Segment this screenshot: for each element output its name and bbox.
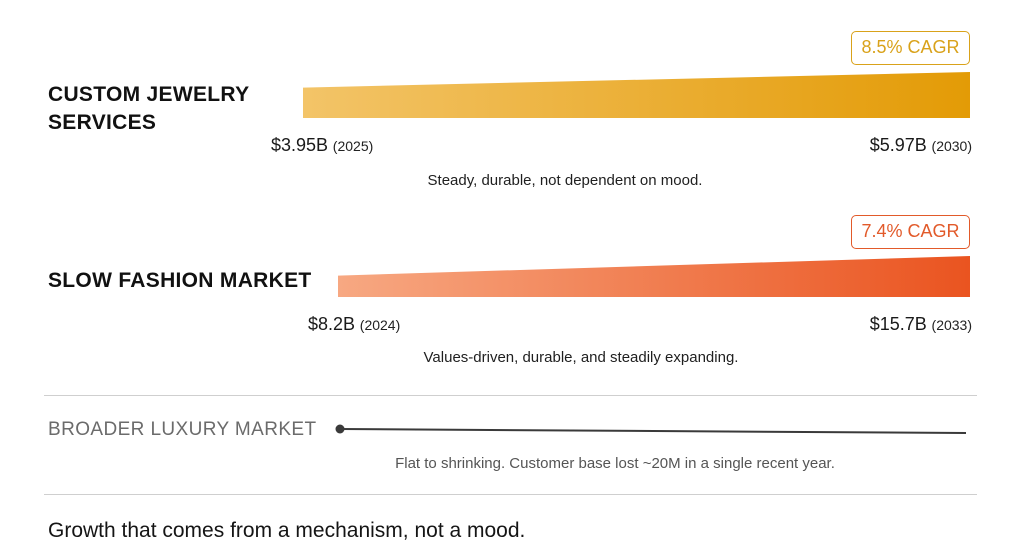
- custom-jewelry-label-line-1: CUSTOM JEWELRY: [48, 83, 250, 106]
- custom-jewelry-growth-area: [303, 72, 970, 118]
- custom-jewelry-end-amount: $5.97B: [869, 135, 927, 155]
- custom-jewelry-start-year: (2025): [332, 138, 374, 154]
- custom-jewelry-label: CUSTOM JEWELRY SERVICES: [48, 81, 249, 137]
- custom-jewelry-end-value: $5.97B (2030): [870, 135, 972, 156]
- slow-fashion-end-amount: $15.7B: [869, 314, 927, 334]
- custom-jewelry-label-line-2: SERVICES: [48, 111, 157, 134]
- custom-jewelry-description: Steady, durable, not dependent on mood.: [427, 172, 703, 189]
- slow-fashion-cagr-badge: 7.4% CAGR: [851, 215, 970, 249]
- slow-fashion-end-year: (2033): [931, 317, 972, 333]
- footer-tagline: Growth that comes from a mechanism, not …: [48, 519, 526, 542]
- slow-fashion-start-amount: $8.2B: [308, 314, 356, 334]
- custom-jewelry-start-amount: $3.95B: [271, 135, 329, 155]
- slow-fashion-end-value: $15.7B (2033): [870, 314, 972, 335]
- slow-fashion-description: Values-driven, durable, and steadily exp…: [423, 349, 739, 366]
- luxury-market-label: BROADER LUXURY MARKET: [48, 416, 316, 444]
- luxury-market-trend-line: [339, 428, 967, 434]
- slow-fashion-start-value: $8.2B (2024): [308, 314, 400, 335]
- luxury-market-label-line-1: BROADER LUXURY MARKET: [48, 419, 317, 440]
- custom-jewelry-cagr-badge: 8.5% CAGR: [851, 31, 970, 65]
- slow-fashion-start-year: (2024): [359, 317, 401, 333]
- section-divider-top: [44, 395, 977, 396]
- slow-fashion-growth-area: [338, 256, 970, 297]
- luxury-market-start-point: [335, 424, 345, 434]
- slow-fashion-label: SLOW FASHION MARKET: [48, 267, 312, 295]
- custom-jewelry-start-value: $3.95B (2025): [271, 135, 373, 156]
- section-divider-bottom: [44, 494, 977, 495]
- luxury-market-description: Flat to shrinking. Customer base lost ~2…: [395, 455, 835, 472]
- slow-fashion-label-line-1: SLOW FASHION MARKET: [48, 269, 312, 292]
- custom-jewelry-end-year: (2030): [931, 138, 972, 154]
